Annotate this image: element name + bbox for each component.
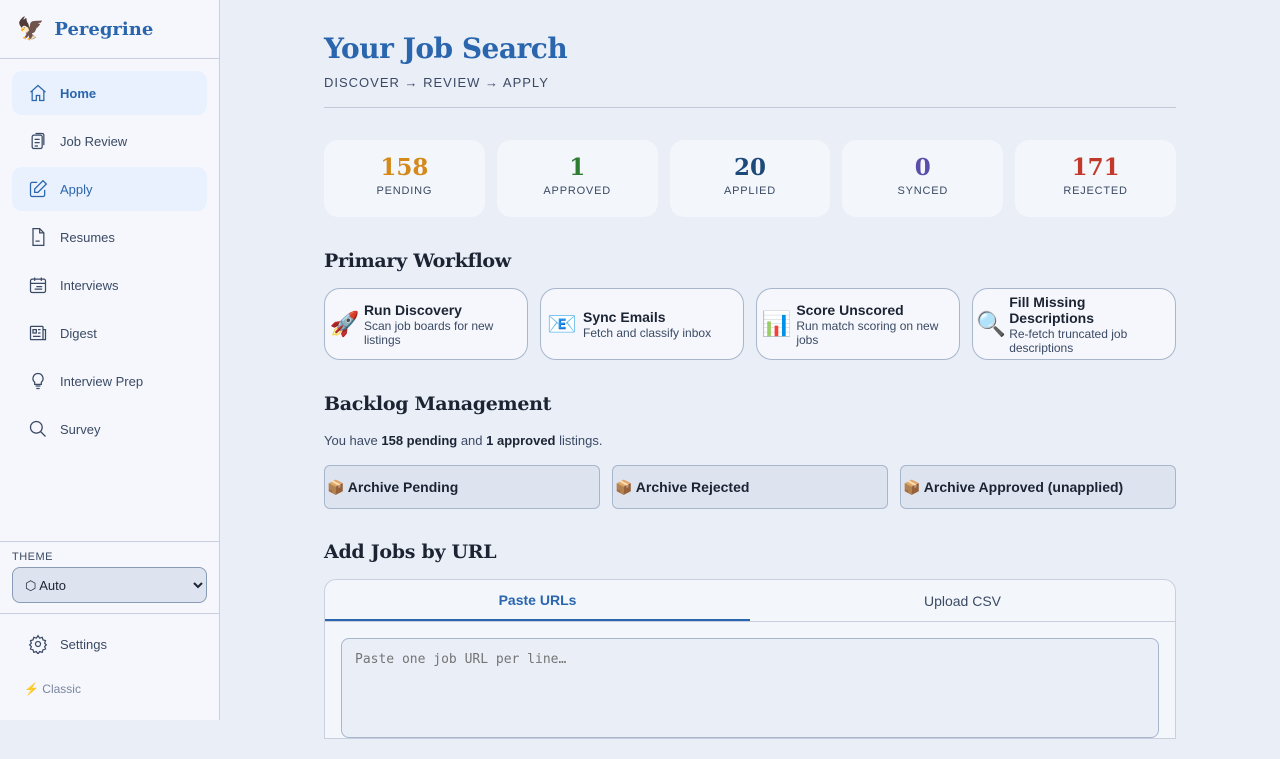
- workflow-title: Score Unscored: [796, 301, 904, 318]
- archive-pending-button[interactable]: 📦 Archive Pending: [324, 465, 600, 509]
- clipboard-icon: [31, 132, 45, 150]
- sidebar-item-settings[interactable]: Settings: [28, 634, 107, 654]
- archive-buttons: 📦 Archive Pending 📦 Archive Rejected 📦 A…: [324, 465, 1176, 509]
- sidebar-item-apply[interactable]: Apply: [12, 167, 207, 211]
- stat-value: 171: [1071, 154, 1120, 181]
- stat-label: APPLIED: [723, 185, 777, 197]
- workflow-icon: 📧: [547, 310, 577, 338]
- settings-label: Settings: [60, 636, 107, 652]
- stat-value: 20: [733, 154, 766, 181]
- stat-card-approved[interactable]: 1 APPROVED: [496, 140, 658, 217]
- classic-link[interactable]: ⚡ Classic: [24, 682, 81, 696]
- stat-label: REJECTED: [1063, 185, 1128, 197]
- document-icon: [32, 228, 45, 246]
- workflow-card-score-unscored[interactable]: 📊 Score Unscored Run match scoring on new …: [756, 288, 960, 360]
- sidebar-item-label: Resumes: [60, 229, 115, 245]
- sidebar-item-survey[interactable]: Survey: [12, 407, 207, 451]
- workflow-title: Run Discovery: [363, 301, 462, 318]
- workflow-icon: 🔍: [976, 310, 1007, 338]
- workflow-icon: 🚀: [329, 310, 360, 338]
- workflow-desc: Scan job boards for new listings: [363, 318, 494, 347]
- tab-upload-csv[interactable]: Upload CSV: [923, 592, 1002, 609]
- page-subtitle: DISCOVER → REVIEW → APPLY: [324, 75, 1176, 108]
- sidebar-item-label: Interview Prep: [60, 373, 144, 389]
- stat-label: SYNCED: [897, 185, 949, 197]
- archive-approved-button[interactable]: 📦 Archive Approved (unapplied): [900, 465, 1176, 509]
- stat-card-synced[interactable]: 0 SYNCED: [842, 140, 1004, 217]
- sidebar-item-label: Apply: [60, 181, 93, 197]
- sidebar-item-interview-prep[interactable]: Interview Prep: [12, 359, 207, 403]
- note-text: You have: [324, 433, 382, 448]
- stat-card-pending[interactable]: 158 PENDING: [324, 140, 485, 217]
- workflow-card-run-discovery[interactable]: 🚀 Run Discovery Scan job boards for new li…: [324, 288, 528, 360]
- sidebar-item-resumes[interactable]: Resumes: [12, 215, 207, 259]
- lightbulb-icon: [32, 372, 44, 390]
- sidebar-item-digest[interactable]: Digest: [12, 311, 207, 355]
- search-icon: [29, 420, 46, 437]
- note-text: and: [457, 433, 487, 448]
- page-title: Your Job Search: [324, 32, 568, 65]
- sidebar-item-job-review[interactable]: Job Review: [12, 119, 207, 163]
- workflow-desc: Run match scoring on new jobs: [796, 318, 939, 347]
- app-name: Peregrine: [54, 18, 154, 40]
- add-jobs-heading: Add Jobs by URL: [324, 541, 497, 563]
- sidebar: 🦅 Peregrine Home Job Review Apply Resume…: [0, 0, 220, 720]
- add-jobs-panel: Paste URLs Upload CSV: [324, 579, 1176, 739]
- main-content: Your Job Search DISCOVER → REVIEW → APPL…: [324, 0, 1176, 739]
- stat-card-applied[interactable]: 20 APPLIED: [669, 140, 831, 217]
- stat-label: PENDING: [376, 185, 433, 197]
- pencil-icon: [29, 179, 48, 198]
- add-jobs-tabs: Paste URLs Upload CSV: [325, 580, 1175, 622]
- backlog-heading: Backlog Management: [324, 393, 552, 415]
- sidebar-item-label: Survey: [60, 421, 101, 437]
- workflow-cards: 🚀 Run Discovery Scan job boards for new li…: [324, 288, 1176, 360]
- workflow-title: Fill Missing Descriptions: [1009, 293, 1094, 326]
- workflow-icon: 📊: [761, 310, 792, 338]
- newspaper-icon: [29, 325, 47, 341]
- url-input[interactable]: [341, 638, 1159, 738]
- sidebar-item-label: Job Review: [60, 133, 128, 149]
- workflow-heading: Primary Workflow: [324, 250, 511, 272]
- note-text: listings.: [555, 433, 603, 448]
- workflow-card-fill-missing-descriptions[interactable]: 🔍 Fill Missing Descriptions Re-fetch trunc…: [972, 288, 1176, 360]
- theme-select[interactable]: ⬡ Auto: [12, 567, 207, 603]
- sidebar-item-label: Interviews: [60, 277, 119, 293]
- stat-value: 0: [914, 154, 931, 181]
- stat-value: 158: [380, 154, 429, 181]
- eagle-icon: 🦅: [17, 16, 45, 41]
- approved-count: 1 approved: [486, 433, 556, 448]
- backlog-summary: You have 158 pending and 1 approved list…: [324, 433, 1176, 448]
- stat-label: APPROVED: [543, 185, 611, 197]
- pending-count: 158 pending: [381, 433, 458, 448]
- theme-label: THEME: [12, 551, 53, 563]
- archive-rejected-button[interactable]: 📦 Archive Rejected: [612, 465, 888, 509]
- workflow-desc: Re-fetch truncated job descriptions: [1009, 326, 1128, 355]
- sidebar-item-interviews[interactable]: Interviews: [12, 263, 207, 307]
- stat-value: 1: [569, 154, 586, 181]
- app-logo[interactable]: 🦅 Peregrine: [0, 0, 219, 59]
- stats-row: 158 PENDING 1 APPROVED 20 APPLIED 0 SYNCED 171 RE…: [324, 140, 1176, 217]
- sidebar-item-home[interactable]: Home: [12, 71, 207, 115]
- workflow-card-sync-emails[interactable]: 📧 Sync Emails Fetch and classify inbox: [540, 288, 744, 360]
- calendar-icon: [29, 277, 47, 294]
- sidebar-nav: Home Job Review Apply Resumes Interviews…: [0, 59, 219, 451]
- gear-icon: [28, 634, 48, 654]
- workflow-title: Sync Emails: [583, 308, 666, 325]
- tab-paste-urls[interactable]: Paste URLs: [325, 580, 750, 621]
- stat-card-rejected[interactable]: 171 REJECTED: [1015, 140, 1176, 217]
- workflow-desc: Fetch and classify inbox: [583, 325, 712, 340]
- home-icon: [30, 84, 46, 102]
- sidebar-item-label: Digest: [60, 325, 97, 341]
- theme-section: THEME ⬡ Auto: [0, 541, 219, 614]
- sidebar-item-label: Home: [60, 85, 97, 101]
